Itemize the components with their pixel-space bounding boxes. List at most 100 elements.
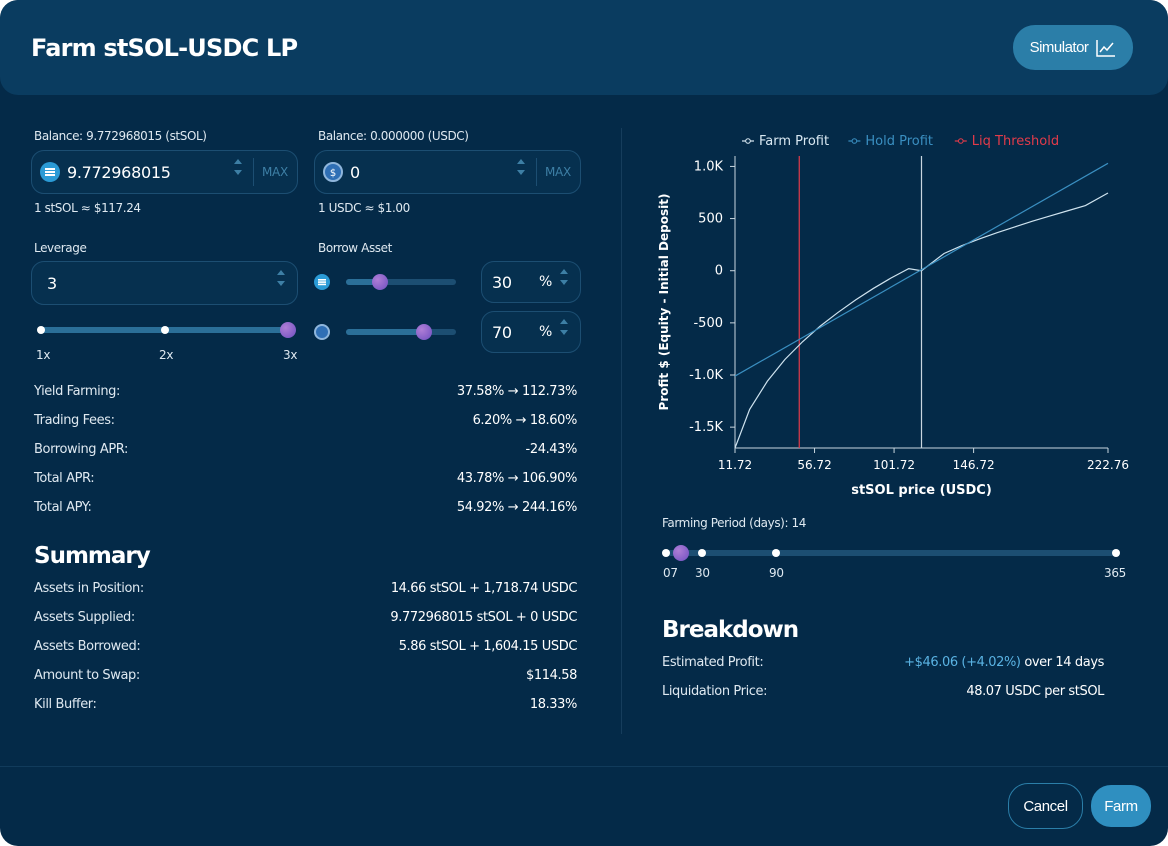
y-tick-label: -1.0K bbox=[689, 368, 723, 383]
x-tick-label: 56.72 bbox=[797, 458, 831, 472]
percent-sign: % bbox=[539, 274, 553, 290]
apr-value: 37.58% → 112.73% bbox=[456, 384, 578, 399]
summary-key: Assets Borrowed: bbox=[34, 639, 141, 654]
apr-row: Borrowing APR: -24.43% bbox=[34, 442, 577, 460]
stsol-rate: 1 stSOL ≈ $117.24 bbox=[34, 201, 141, 215]
stsol-stepper[interactable] bbox=[233, 159, 243, 175]
summary-row: Amount to Swap: $114.58 bbox=[34, 668, 577, 686]
apr-key: Trading Fees: bbox=[34, 413, 115, 428]
y-tick-label: 500 bbox=[698, 212, 723, 227]
leverage-tick-label: 2x bbox=[159, 348, 174, 362]
leverage-stepper[interactable] bbox=[276, 270, 286, 286]
legend-marker bbox=[851, 138, 858, 144]
borrow-stsol-slider-track[interactable] bbox=[346, 279, 456, 285]
legend-marker bbox=[745, 138, 751, 144]
page-title: Farm stSOL-USDC LP bbox=[31, 34, 298, 62]
apr-row: Total APR: 43.78% → 106.90% bbox=[34, 471, 577, 489]
summary-row: Assets in Position: 14.66 stSOL + 1,718.7… bbox=[34, 581, 577, 599]
borrow-stsol-pct-input[interactable]: 30 bbox=[492, 273, 512, 292]
stsol-max-button[interactable]: MAX bbox=[262, 165, 288, 179]
leverage-tick-1x[interactable] bbox=[37, 326, 45, 334]
borrow-usdc-stepper[interactable] bbox=[559, 319, 569, 335]
farming-period-label: Farming Period (days): 14 bbox=[662, 516, 806, 530]
leverage-tick-2x[interactable] bbox=[161, 326, 169, 334]
usdc-coin-icon: $ bbox=[323, 162, 343, 182]
x-axis-label: stSOL price (USDC) bbox=[851, 483, 992, 498]
legend-label: Liq Threshold bbox=[972, 134, 1059, 149]
legend-label: Hold Profit bbox=[865, 134, 933, 149]
y-tick-label: -500 bbox=[693, 316, 723, 331]
farm-profit-line bbox=[734, 192, 1109, 449]
stsol-amount-field[interactable]: 9.772968015 MAX bbox=[31, 150, 298, 194]
period-tick-label: 30 bbox=[695, 566, 710, 580]
leverage-slider-handle[interactable] bbox=[280, 322, 296, 338]
summary-key: Kill Buffer: bbox=[34, 697, 97, 712]
field-divider bbox=[253, 158, 254, 186]
usdc-coin-icon bbox=[314, 324, 330, 340]
farm-button[interactable]: Farm bbox=[1091, 785, 1151, 827]
breakdown-row: Liquidation Price: 48.07 USDC per stSOL bbox=[662, 684, 1104, 702]
modal-header: Farm stSOL-USDC LP Simulator bbox=[0, 0, 1168, 95]
column-divider bbox=[621, 128, 622, 734]
apr-row: Trading Fees: 6.20% → 18.60% bbox=[34, 413, 577, 431]
summary-value: 14.66 stSOL + 1,718.74 USDC bbox=[390, 581, 578, 596]
summary-title: Summary bbox=[34, 543, 151, 569]
borrow-stsol-pct-field[interactable]: 30 % bbox=[481, 261, 581, 303]
liquidation-price: 48.07 USDC per stSOL bbox=[966, 684, 1104, 699]
profit-chart-svg: 1.0K 500 0 -500 -1.0K -1.5K 11.72 56.72 101.72 14… bbox=[657, 134, 1129, 498]
estimated-profit-suffix: over 14 days bbox=[1024, 655, 1104, 670]
apr-key: Yield Farming: bbox=[34, 384, 120, 399]
usdc-amount-input[interactable]: 0 bbox=[350, 163, 360, 182]
y-tick-label: 0 bbox=[715, 264, 723, 279]
usdc-stepper[interactable] bbox=[516, 159, 526, 175]
period-tick-07[interactable] bbox=[662, 549, 670, 557]
period-tick-label: 07 bbox=[663, 566, 678, 580]
summary-row: Assets Borrowed: 5.86 stSOL + 1,604.15 US… bbox=[34, 639, 577, 657]
stsol-amount-input[interactable]: 9.772968015 bbox=[67, 163, 171, 182]
cancel-button[interactable]: Cancel bbox=[1008, 783, 1083, 829]
borrow-usdc-slider-handle[interactable] bbox=[416, 324, 432, 340]
leverage-input[interactable]: 3 bbox=[47, 274, 57, 293]
period-tick-label: 90 bbox=[769, 566, 784, 580]
breakdown-row: Estimated Profit: +$46.06 (+4.02%) over … bbox=[662, 655, 1104, 673]
leverage-field[interactable]: 3 bbox=[31, 261, 298, 305]
x-tick-label: 101.72 bbox=[873, 458, 915, 472]
usdc-balance: Balance: 0.000000 (USDC) bbox=[318, 129, 469, 143]
farming-period-handle[interactable] bbox=[673, 545, 689, 561]
summary-value: 18.33% bbox=[529, 697, 578, 712]
borrow-stsol-slider-handle[interactable] bbox=[372, 274, 388, 290]
farming-period-track[interactable] bbox=[667, 550, 1117, 556]
period-tick-365[interactable] bbox=[1112, 549, 1120, 557]
field-divider bbox=[536, 158, 537, 186]
simulator-button[interactable]: Simulator bbox=[1013, 25, 1133, 70]
apr-value: -24.43% bbox=[525, 442, 578, 457]
summary-value: 5.86 stSOL + 1,604.15 USDC bbox=[398, 639, 578, 654]
chart-icon bbox=[1096, 39, 1116, 57]
apr-value: 43.78% → 106.90% bbox=[456, 471, 578, 486]
borrow-stsol-stepper[interactable] bbox=[559, 269, 569, 285]
footer-divider bbox=[0, 766, 1168, 767]
borrow-usdc-pct-field[interactable]: 70 % bbox=[481, 311, 581, 353]
stsol-coin-icon bbox=[40, 162, 60, 182]
usdc-amount-field[interactable]: $ 0 MAX bbox=[314, 150, 581, 194]
stsol-balance: Balance: 9.772968015 (stSOL) bbox=[34, 129, 207, 143]
summary-value: $114.58 bbox=[526, 668, 577, 683]
apr-row: Yield Farming: 37.58% → 112.73% bbox=[34, 384, 577, 402]
y-tick-label: 1.0K bbox=[694, 159, 724, 174]
breakdown-key: Estimated Profit: bbox=[662, 655, 764, 670]
usdc-max-button[interactable]: MAX bbox=[545, 165, 571, 179]
summary-key: Assets in Position: bbox=[34, 581, 144, 596]
borrow-usdc-pct-input[interactable]: 70 bbox=[492, 323, 512, 342]
hold-profit-line bbox=[734, 162, 1109, 377]
leverage-tick-label: 3x bbox=[283, 348, 298, 362]
apr-key: Total APY: bbox=[34, 500, 92, 515]
period-tick-30[interactable] bbox=[698, 549, 706, 557]
profit-chart: 1.0K 500 0 -500 -1.0K -1.5K 11.72 56.72 101.72 14… bbox=[650, 128, 1130, 508]
summary-key: Amount to Swap: bbox=[34, 668, 140, 683]
borrow-usdc-slider-fill bbox=[346, 329, 424, 335]
borrow-stsol-slider-fill bbox=[346, 279, 380, 285]
apr-value: 6.20% → 18.60% bbox=[472, 413, 578, 428]
summary-row: Assets Supplied: 9.772968015 stSOL + 0 US… bbox=[34, 610, 577, 628]
x-tick-label: 11.72 bbox=[718, 458, 752, 472]
period-tick-90[interactable] bbox=[772, 549, 780, 557]
